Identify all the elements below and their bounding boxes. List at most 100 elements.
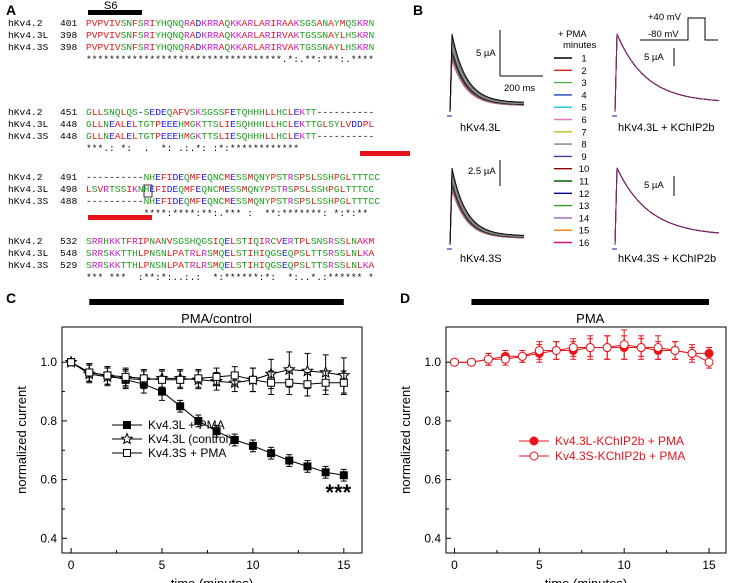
legend-minute-label: 11: [579, 177, 589, 188]
conservation-line: ****:****:**:.*** : **:*******: *:*:**: [8, 208, 380, 220]
data-point: [176, 402, 185, 411]
data-point: [248, 441, 257, 450]
current-trace: [614, 33, 720, 113]
alignment-row: hKv4.3S 529 SRRSKKTTHLPNSNLPATRLRSMQELSTIH…: [8, 260, 374, 272]
traces-kv43s: [447, 167, 525, 250]
legend-minute-label: 8: [581, 140, 586, 151]
conservation-symbols: ****:****:**:.*** : **:*******: *:*:**: [86, 208, 369, 219]
treatment-bar: [471, 299, 710, 305]
current-trace: [614, 33, 720, 113]
protocol-top-label: +40 mV: [648, 12, 682, 23]
conservation-symbols: *** *** :**:*:..:.: *:******:*: *:..*.:*…: [86, 272, 374, 283]
data-point: [687, 348, 697, 358]
alignment-row: hKv4.2 532 SRRHKKTFRIPNANVSGSHQGSIQELSTIQI…: [8, 236, 374, 248]
x-tick-label: 0: [68, 558, 75, 572]
sequence-residues: LSVRTSSIKNHEFIDEQMFEQNCMESSMQNYPSTRSPSLS…: [86, 184, 375, 195]
boxed-residue: [143, 184, 153, 198]
significance-marker: ***: [326, 480, 352, 505]
sequence-start: 398: [60, 30, 78, 41]
alignment-row: hKv4.3L 448 GLLNEALELTGTPEEEHMGKTTSLIESQHH…: [8, 119, 374, 131]
current-trace: [614, 33, 720, 113]
current-trace: [614, 33, 720, 113]
conservation-line: ***.: *: . *: .:.*: :*:************: [8, 143, 374, 155]
y-tick-label: 1.0: [40, 355, 57, 369]
series-open-square: [67, 358, 348, 397]
current-trace: [614, 33, 720, 113]
current-traces-panel: 5 µA 200 ms 2.5 µA 5 µA 5 µA +40 mV -80 …: [447, 12, 720, 265]
data-point: [602, 343, 612, 353]
sequence-name: hKv4.3S: [8, 131, 49, 142]
data-point: [339, 378, 348, 387]
data-point: [653, 343, 663, 353]
data-point: [212, 372, 221, 381]
x-tick-label: 10: [246, 558, 260, 572]
current-trace: [449, 167, 524, 246]
current-trace: [614, 167, 720, 246]
data-point: [123, 449, 131, 457]
current-trace: [614, 167, 720, 246]
current-trace: [614, 33, 720, 113]
x-tick-label: 5: [536, 558, 543, 572]
traces-kv43l-kchip2b: [612, 33, 720, 117]
alignment-row: hKv4.3S 488 ----------NHEFIDEQMFEQNCMESSMQ…: [8, 196, 380, 208]
current-trace: [614, 167, 720, 246]
sequence-residues: GLLNEALELTGTPEEEHMGKTTSLIESQHHHLLHCLEKTT…: [86, 131, 375, 142]
data-point: [551, 345, 561, 355]
data-point: [585, 343, 595, 353]
sequence-residues: GLLSNQLQS-SEDEQAFVSKSGSSFETQHHHLLHCLEKTT…: [86, 107, 375, 118]
sequence-start: 398: [60, 42, 78, 53]
sequence-residues: PVPVIVSNFSRIYHQNQRADKRRAQKKARLARIRVAKTGS…: [86, 30, 375, 41]
data-point: [670, 345, 680, 355]
traces-kv43s-kchip2b: [612, 167, 720, 250]
y-tick-label: 0.6: [40, 473, 57, 487]
current-trace: [614, 33, 720, 113]
legend-label: Kv4.3L + PMA: [148, 418, 225, 432]
current-trace: [614, 33, 720, 113]
data-point: [619, 340, 629, 350]
x-tick-label: 15: [337, 558, 351, 572]
sequence-name: hKv4.3S: [8, 260, 49, 271]
x-tick-label: 15: [702, 558, 716, 572]
data-point: [500, 354, 510, 364]
label-kv43l-kchip2b: hKv4.3L + KChIP2b: [618, 122, 715, 134]
treatment-bar: [89, 299, 344, 305]
sequence-start: 448: [60, 119, 78, 130]
data-point: [704, 357, 714, 367]
current-trace: [614, 33, 720, 113]
plot-frame: [61, 326, 363, 554]
data-point: [568, 343, 578, 353]
current-trace: [449, 33, 525, 113]
protocol-bottom-label: -80 mV: [648, 29, 679, 40]
chart-c: PMA/control 0 5 10 15 0.4 0.6 0.8 1.0 time (minut…: [14, 299, 363, 583]
sequence-residues: GLLNEALELTGTPEEEHMGKTTSLIESQHHHLLHCLEKTT…: [86, 119, 375, 130]
sequence-name: hKv4.3S: [8, 42, 49, 53]
sequence-start: 451: [60, 107, 78, 118]
sequence-residues: ----------NHEFIDEQMFEQNCMESSMQNYPSTRSPSL…: [86, 172, 381, 183]
legend-minute-label: 9: [581, 152, 586, 163]
data-point: [321, 378, 330, 387]
alignment-overlay: S6: [88, 0, 410, 220]
data-point: [529, 436, 539, 446]
current-trace: [614, 33, 720, 113]
legend-label: Kv4.3L-KChIP2b + PMA: [555, 434, 684, 448]
sequence-start: 532: [60, 236, 78, 247]
y-tick-label: 0.6: [424, 473, 441, 487]
current-trace: [614, 167, 720, 246]
data-point: [517, 351, 527, 361]
data-point: [339, 471, 348, 480]
traces-kv43l: [447, 33, 525, 117]
current-trace: [614, 167, 720, 246]
scale-label-right-bottom: 5 µA: [644, 180, 664, 191]
series-line: [70, 361, 344, 385]
x-tick-label: 0: [451, 558, 458, 572]
legend-minute-label: 2: [581, 66, 586, 77]
chart-title: PMA: [576, 311, 605, 326]
alignment-row: hKv4.3L 498 LSVRTSSIKNHEFIDEQMFEQNCMESSMQN…: [8, 184, 380, 196]
sequence-name: hKv4.3L: [8, 119, 49, 130]
pma-header: + PMA: [558, 29, 587, 40]
legend-minute-label: 15: [579, 226, 590, 237]
legend-label: Kv4.3S + PMA: [148, 446, 226, 460]
sequence-residues: SRRHKKTFRIPNANVSGSHQGSIQELSTIQIRCVERTPLS…: [86, 236, 375, 247]
data-point: [483, 354, 493, 364]
data-point: [248, 375, 257, 384]
